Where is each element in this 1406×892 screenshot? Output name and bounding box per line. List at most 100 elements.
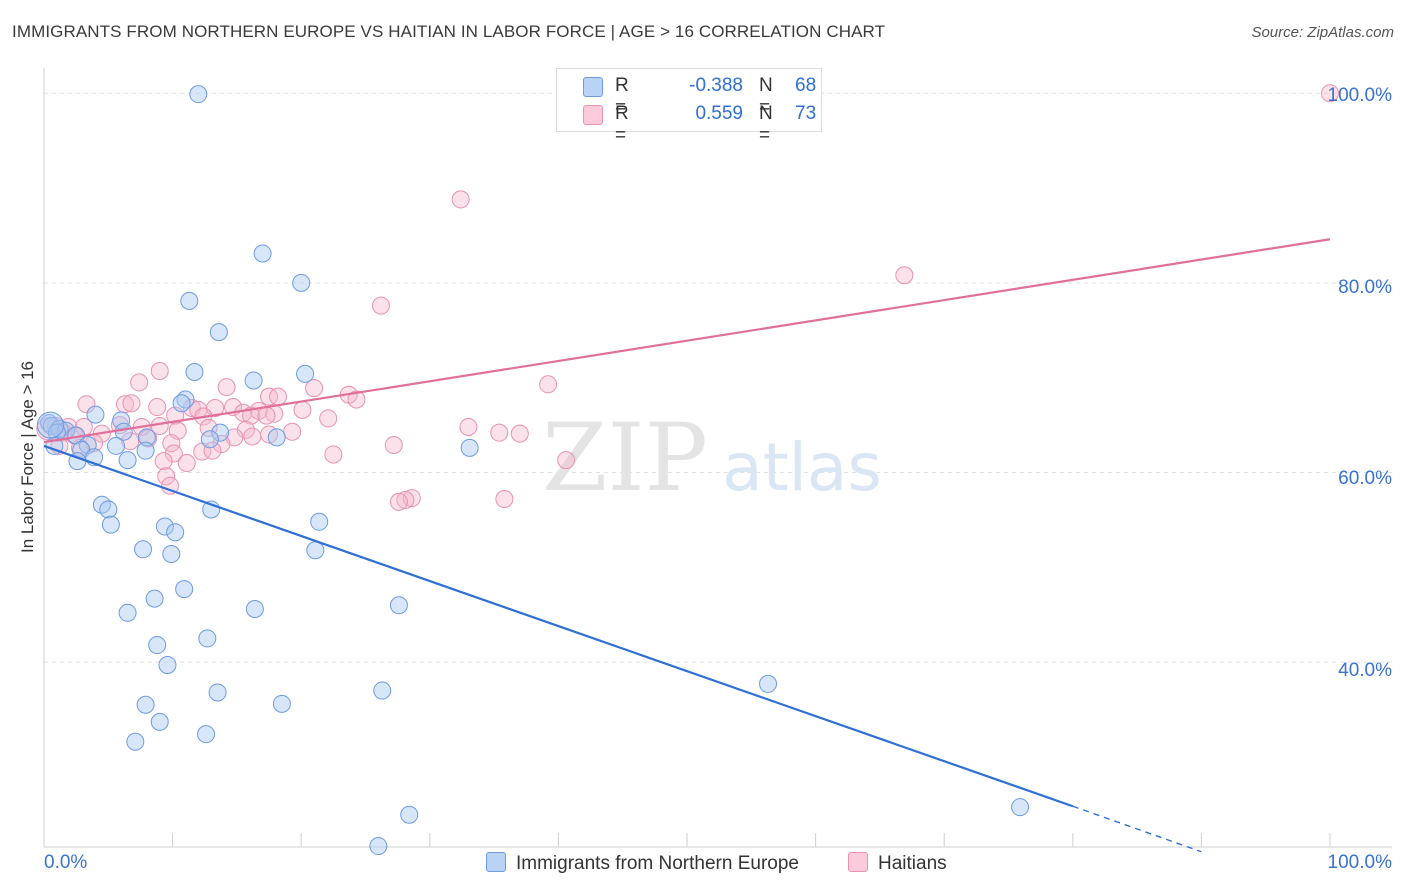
haitian-point	[459, 417, 478, 436]
haitian-point	[203, 441, 222, 460]
haitian-point	[283, 422, 302, 441]
gridlines	[44, 92, 1392, 663]
haitian-point	[243, 427, 262, 446]
northern-europe-point	[86, 405, 105, 424]
northern-europe-point	[272, 694, 291, 713]
haitian-point	[122, 394, 141, 413]
northern-europe-point	[198, 629, 217, 648]
haitian-point	[157, 467, 176, 486]
watermark-atlas: atlas	[722, 429, 882, 506]
northern-europe-point	[292, 273, 311, 292]
x-tick-label-max: 100.0%	[1327, 852, 1392, 873]
northern-europe-point	[134, 540, 153, 559]
northern-europe-point	[155, 517, 174, 536]
n-value: 73	[795, 103, 817, 124]
northern-europe-point	[166, 523, 185, 542]
y-tick-label-100: 100.0%	[1327, 85, 1392, 106]
haitian-point	[396, 490, 415, 509]
haitian-point	[154, 452, 173, 471]
haitian-point	[121, 432, 140, 451]
pink-swatch-icon	[583, 105, 603, 125]
correlation-legend: R = -0.388 N = 68 R = 0.559 N = 73	[556, 68, 822, 146]
haitian-point	[324, 445, 343, 464]
haitian-point	[305, 379, 324, 398]
haitians-trend-line	[43, 238, 1331, 444]
haitian-point	[269, 387, 288, 406]
haitian-point	[199, 418, 218, 437]
northern-europe-point	[208, 683, 227, 702]
source-credit: Source: ZipAtlas.com	[1251, 24, 1394, 41]
northern-europe-point	[92, 495, 111, 514]
northern-europe-point	[306, 541, 325, 560]
northern-europe-point	[1011, 798, 1030, 817]
axes	[43, 68, 1392, 848]
haitian-point	[384, 435, 403, 454]
northern-europe-points	[36, 85, 1030, 856]
northern-europe-point	[136, 441, 155, 460]
haitian-point	[260, 387, 279, 406]
chart-title: IMMIGRANTS FROM NORTHERN EUROPE VS HAITI…	[12, 22, 886, 41]
haitian-point	[150, 362, 169, 381]
haitian-point	[539, 375, 558, 394]
n-value: 68	[795, 75, 817, 96]
haitian-point	[371, 296, 390, 315]
northern-europe-point	[209, 323, 228, 342]
northern-europe-point	[99, 500, 118, 519]
n-label: N =	[759, 103, 773, 146]
haitian-point	[895, 266, 914, 285]
northern-europe-point	[245, 600, 264, 619]
northern-europe-point	[118, 603, 137, 622]
haitian-point	[1321, 84, 1339, 103]
northern-europe-point	[460, 438, 479, 457]
haitian-point	[557, 451, 576, 470]
northern-europe-point	[158, 655, 177, 674]
r-value: 0.559	[695, 103, 743, 124]
northern-europe-point	[253, 244, 272, 263]
northern-europe-point	[211, 423, 230, 442]
haitian-point	[510, 424, 529, 443]
northern-europe-point	[400, 805, 419, 824]
haitian-point	[162, 434, 181, 453]
blue-swatch-icon	[583, 77, 603, 97]
northern-europe-point	[389, 596, 408, 615]
northern-europe-point	[40, 414, 59, 433]
northern-europe-point	[369, 837, 388, 856]
r-label: R =	[615, 75, 629, 118]
northern-europe-point	[162, 545, 181, 564]
northern-europe-point	[145, 589, 164, 608]
y-tick-label-80: 80.0%	[1338, 277, 1392, 298]
northern-europe-point	[310, 512, 329, 531]
watermark: ZIP atlas	[542, 404, 882, 513]
haitians-points	[36, 84, 1339, 511]
haitian-point	[319, 409, 338, 428]
haitian-point	[77, 395, 96, 414]
haitian-point	[389, 492, 408, 511]
haitian-point	[451, 190, 470, 209]
haitian-point	[257, 406, 276, 425]
n-label: N =	[759, 75, 773, 118]
x-tick-label-min: 0.0%	[44, 852, 88, 873]
northern-europe-point	[126, 732, 145, 751]
northern-europe-point	[267, 428, 286, 447]
y-tick-label-60: 60.0%	[1338, 468, 1392, 489]
bottom-legend-haitians: Haitians	[848, 852, 947, 875]
r-label: R =	[615, 103, 629, 146]
northern-europe-point	[172, 394, 191, 413]
northern-europe-point	[101, 515, 120, 534]
northern-europe-trend-extension	[1072, 805, 1202, 853]
haitian-point	[217, 378, 236, 397]
legend-label-northern-europe: Immigrants from Northern Europe	[516, 853, 799, 874]
haitian-point	[347, 390, 366, 409]
northern-europe-point	[296, 364, 315, 383]
northern-europe-point	[185, 362, 204, 381]
haitian-point	[242, 406, 261, 425]
haitian-point	[130, 373, 149, 392]
northern-europe-point	[118, 451, 137, 470]
haitian-point	[177, 454, 196, 472]
northern-europe-point	[107, 436, 126, 455]
northern-europe-point	[136, 695, 155, 714]
haitian-point	[293, 400, 312, 419]
northern-europe-point	[137, 428, 156, 447]
watermark-zip: ZIP	[542, 404, 708, 513]
